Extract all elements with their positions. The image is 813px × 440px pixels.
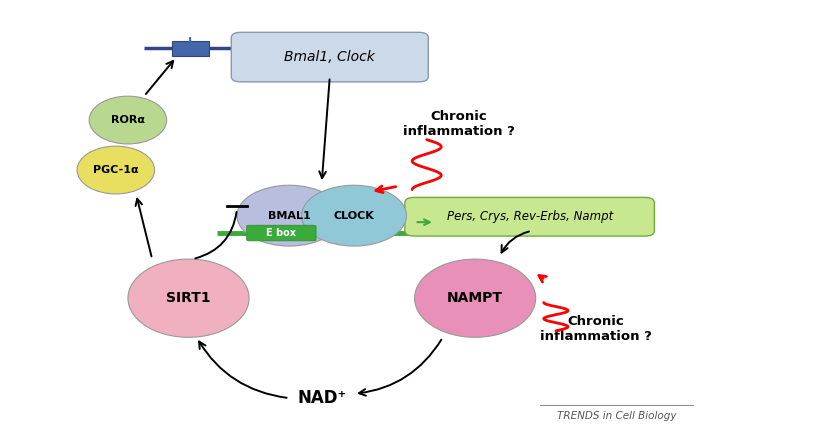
Ellipse shape [128,259,249,337]
Text: Chronic
inflammation ?: Chronic inflammation ? [541,315,652,343]
Text: Bmal1, Clock: Bmal1, Clock [285,50,375,64]
Text: SIRT1: SIRT1 [166,291,211,305]
Ellipse shape [302,185,406,246]
Text: NAMPT: NAMPT [447,291,503,305]
Text: PGC-1α: PGC-1α [93,165,139,175]
Ellipse shape [89,96,167,144]
Ellipse shape [237,185,342,246]
Text: E box: E box [267,228,297,238]
Text: BMAL1: BMAL1 [268,211,311,220]
Text: RORα: RORα [111,115,145,125]
FancyBboxPatch shape [405,198,654,236]
Text: CLOCK: CLOCK [333,211,375,220]
Text: NAD⁺: NAD⁺ [297,389,346,407]
Text: TRENDS in Cell Biology: TRENDS in Cell Biology [557,411,676,421]
FancyBboxPatch shape [172,41,209,56]
Text: Chronic
inflammation ?: Chronic inflammation ? [403,110,515,139]
FancyBboxPatch shape [246,225,316,241]
Ellipse shape [77,146,154,194]
Text: Pers, Crys, Rev-Erbs, Nampt: Pers, Crys, Rev-Erbs, Nampt [446,210,613,223]
FancyBboxPatch shape [231,32,428,82]
Ellipse shape [415,259,536,337]
